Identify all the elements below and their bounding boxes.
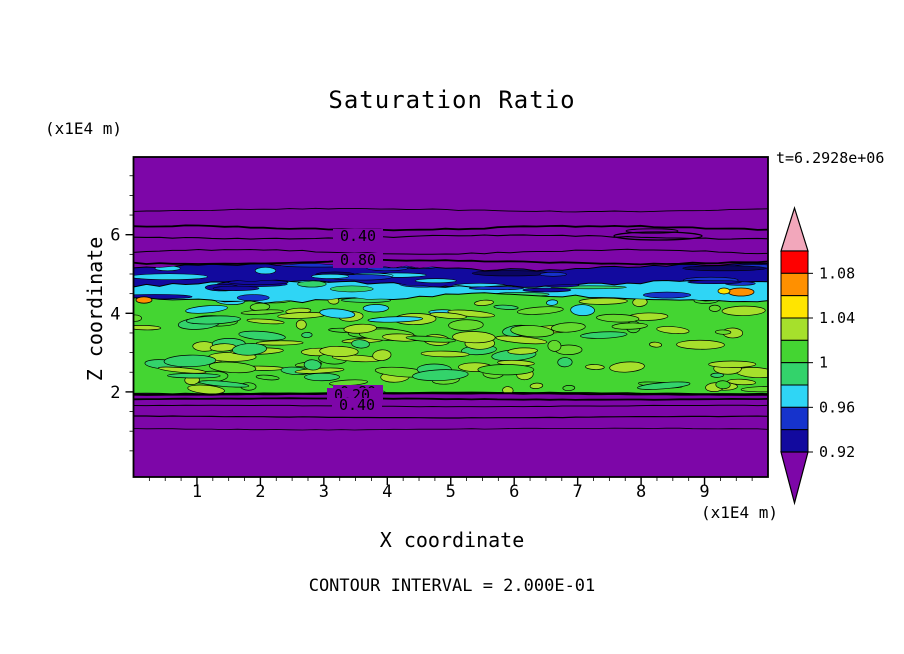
y-tick-label: 6 (110, 226, 120, 246)
colorbar-segment (780, 429, 809, 453)
x-tick-label: 9 (699, 482, 709, 502)
y-tick-label: 4 (110, 304, 120, 324)
contour-line (133, 207, 768, 213)
contour-interval-note: CONTOUR INTERVAL = 2.000E-01 (308, 576, 596, 596)
contour-label: 0.80 (340, 251, 376, 269)
colorbar-label: 0.96 (819, 398, 855, 416)
colorbar-segment (780, 339, 809, 364)
x-axis-title: X coordinate (379, 528, 525, 552)
contour-line (133, 258, 768, 266)
time-annotation: t=6.2928e+06 (776, 149, 885, 167)
colorbar-underrange-tip (780, 451, 809, 506)
contour-line (133, 234, 768, 240)
x-tick-label: 1 (192, 482, 202, 502)
x-tick-label: 3 (319, 482, 329, 502)
x-tick-label: 6 (509, 482, 519, 502)
colorbar-segment (780, 250, 809, 274)
contour-line (133, 404, 768, 408)
colorbar-overrange-tip (780, 205, 809, 252)
contour-label: 0.40 (340, 227, 376, 245)
contour-line (133, 248, 768, 255)
colorbar-segment (780, 406, 809, 431)
colorbar-segment (780, 295, 809, 319)
x-tick-label: 7 (573, 482, 583, 502)
colorbar-label: 1.04 (819, 309, 855, 327)
yellow-spot (717, 287, 731, 295)
plot-title: Saturation Ratio (328, 86, 576, 114)
orange-spot (135, 296, 153, 304)
y-tick-label: 2 (110, 383, 120, 403)
contour-label: 0.40 (339, 396, 375, 414)
colorbar-segment (780, 362, 809, 386)
contour-line (133, 427, 768, 431)
x-tick-label: 5 (446, 482, 456, 502)
y-axis-title: Z coordinate (83, 236, 107, 382)
colorbar-label: 1.08 (819, 264, 855, 282)
closed-contour (625, 228, 679, 234)
closed-contour (613, 231, 703, 241)
x-tick-label: 2 (255, 482, 265, 502)
contour-line (133, 397, 768, 401)
colorbar-segment (780, 384, 809, 408)
x-tick-label: 8 (636, 482, 646, 502)
contour-line (133, 392, 768, 396)
y-axis-units-label: (x1E4 m) (45, 119, 123, 138)
colorbar-label: 0.92 (819, 443, 855, 461)
x-tick-label: 4 (382, 482, 392, 502)
green-mottle-group (133, 296, 768, 394)
contour-line (133, 224, 768, 232)
colorbar-label: 1 (819, 354, 828, 372)
plot-area: 0.400.800.800.200.40 (133, 157, 768, 477)
colorbar-segment (780, 272, 809, 297)
colorbar-segment (780, 317, 809, 341)
orange-spot (727, 287, 755, 297)
x-axis-units-label: (x1E4 m) (700, 503, 778, 522)
contour-line (133, 415, 768, 419)
